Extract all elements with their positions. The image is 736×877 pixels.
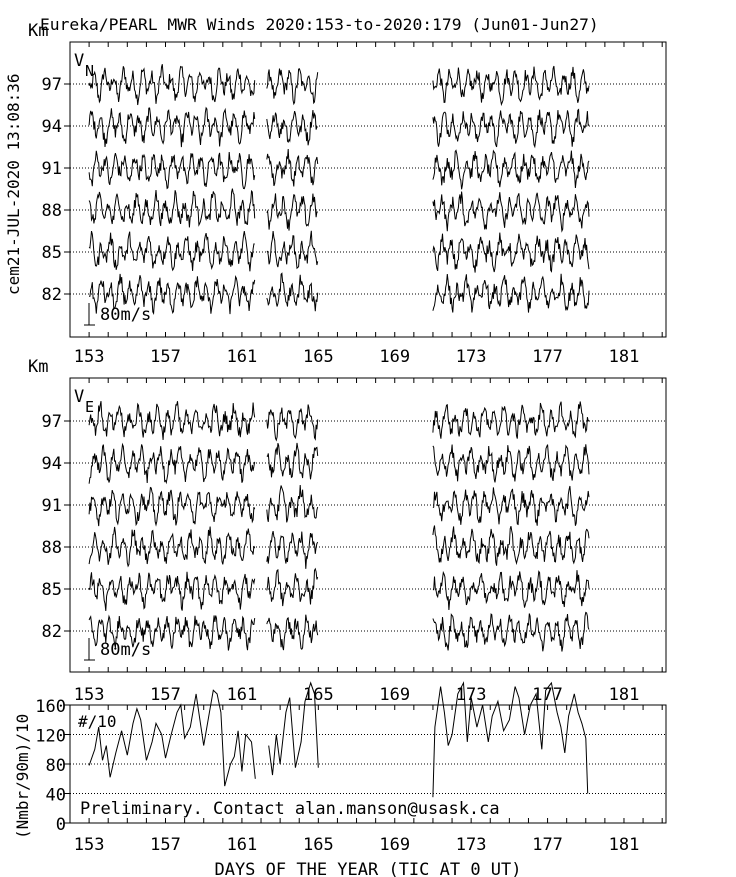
wind-trace-91km bbox=[266, 148, 319, 187]
chart-title: Eureka/PEARL MWR Winds 2020:153-to-2020:… bbox=[40, 15, 599, 34]
x-tick-label: 157 bbox=[150, 835, 181, 855]
altitude-label: 85 bbox=[42, 580, 62, 600]
wind-trace-91km bbox=[432, 485, 590, 526]
x-tick-label: 165 bbox=[303, 347, 334, 367]
scale-bar-label: 80m/s bbox=[100, 640, 151, 660]
altitude-label: 91 bbox=[42, 496, 62, 516]
wind-trace-94km bbox=[432, 444, 590, 483]
wind-trace-94km bbox=[432, 108, 590, 149]
wind-trace-91km bbox=[88, 486, 256, 527]
wind-trace-82km bbox=[432, 611, 590, 652]
x-tick-label: 157 bbox=[150, 685, 181, 705]
wind-trace-91km bbox=[432, 149, 590, 190]
x-tick-label: 161 bbox=[227, 347, 258, 367]
wind-trace-82km bbox=[89, 273, 256, 316]
x-tick-label: 169 bbox=[379, 685, 410, 705]
wind-trace-85km bbox=[88, 230, 255, 272]
wind-trace-88km bbox=[266, 530, 319, 569]
wind-trace-85km bbox=[88, 571, 256, 611]
scale-bar-label: 80m/s bbox=[100, 305, 151, 325]
plot-frame bbox=[69, 41, 667, 338]
y-tick-label: 80 bbox=[46, 756, 66, 776]
altitude-label: 88 bbox=[42, 538, 62, 558]
wind-trace-88km bbox=[88, 188, 256, 228]
x-tick-label: 181 bbox=[609, 347, 640, 367]
wind-trace-88km bbox=[432, 191, 590, 233]
x-tick-label: 169 bbox=[379, 835, 410, 855]
altitude-label: 97 bbox=[42, 75, 62, 95]
x-tick-label: 153 bbox=[74, 835, 105, 855]
plot-frame bbox=[69, 377, 667, 673]
wind-trace-82km bbox=[266, 272, 319, 312]
wind-trace-82km bbox=[266, 614, 319, 651]
x-tick-label: 153 bbox=[74, 685, 105, 705]
panel-label-count: #/10 bbox=[78, 712, 117, 731]
wind-trace-97km bbox=[88, 401, 256, 440]
altitude-label: 94 bbox=[42, 117, 62, 137]
x-tick-label: 161 bbox=[227, 685, 258, 705]
x-tick-label: 157 bbox=[150, 347, 181, 367]
wind-trace-82km bbox=[88, 614, 256, 651]
x-tick-label: 181 bbox=[609, 685, 640, 705]
x-axis-label: DAYS OF THE YEAR (TIC AT 0 UT) bbox=[214, 860, 521, 877]
wind-trace-85km bbox=[432, 232, 590, 273]
altitude-label: 94 bbox=[42, 454, 62, 474]
x-tick-label: 173 bbox=[456, 347, 487, 367]
wind-trace-94km bbox=[266, 442, 319, 480]
x-tick-label: 177 bbox=[532, 347, 563, 367]
wind-trace-85km bbox=[266, 567, 319, 607]
x-tick-label: 165 bbox=[303, 685, 334, 705]
wind-trace-82km bbox=[432, 273, 590, 313]
wind-trace-88km bbox=[266, 193, 318, 231]
x-tick-label: 177 bbox=[532, 685, 563, 705]
y-tick-label: 40 bbox=[46, 786, 66, 806]
wind-trace-97km bbox=[432, 65, 590, 107]
y-axis-label: (Nmbr/90m)/10 bbox=[13, 714, 32, 839]
altitude-label: 85 bbox=[42, 243, 62, 263]
x-tick-label: 181 bbox=[609, 835, 640, 855]
altitude-label: 82 bbox=[42, 622, 62, 642]
wind-trace-94km bbox=[266, 109, 318, 146]
y-tick-label: 160 bbox=[35, 697, 66, 717]
wind-trace-88km bbox=[88, 526, 256, 568]
x-tick-label: 161 bbox=[227, 835, 258, 855]
altitude-label: 97 bbox=[42, 412, 62, 432]
count-series-line bbox=[432, 681, 589, 798]
y-axis-unit-label: Km bbox=[28, 357, 48, 377]
panel-label-subscript: N bbox=[85, 62, 94, 80]
altitude-label: 91 bbox=[42, 159, 62, 179]
count-series-line bbox=[88, 689, 256, 787]
wind-trace-91km bbox=[266, 484, 319, 523]
x-tick-label: 177 bbox=[532, 835, 563, 855]
panel-label-subscript: E bbox=[85, 398, 94, 416]
wind-trace-94km bbox=[88, 106, 256, 148]
altitude-label: 88 bbox=[42, 201, 62, 221]
annotation-contact: Preliminary. Contact alan.manson@usask.c… bbox=[80, 799, 500, 819]
wind-trace-97km bbox=[88, 64, 256, 106]
panel-label-v: V bbox=[74, 51, 84, 71]
altitude-label: 82 bbox=[42, 285, 62, 305]
x-tick-label: 165 bbox=[303, 835, 334, 855]
wind-trace-85km bbox=[266, 230, 319, 270]
x-tick-label: 169 bbox=[379, 347, 410, 367]
y-tick-label: 0 bbox=[56, 815, 66, 835]
x-tick-label: 173 bbox=[456, 835, 487, 855]
y-tick-label: 120 bbox=[35, 727, 66, 747]
wind-trace-97km bbox=[432, 401, 590, 439]
count-series-line bbox=[268, 681, 319, 776]
wind-trace-94km bbox=[88, 442, 256, 485]
wind-trace-91km bbox=[88, 150, 256, 190]
wind-trace-88km bbox=[432, 525, 590, 566]
y-axis-unit-label: Km bbox=[28, 21, 48, 41]
wind-trace-85km bbox=[432, 570, 590, 611]
wind-trace-97km bbox=[266, 68, 319, 106]
panel-label-v: V bbox=[74, 387, 84, 407]
side-timestamp: cem21-JUL-2020 13:08:36 bbox=[4, 73, 23, 295]
x-tick-label: 153 bbox=[74, 347, 105, 367]
wind-trace-97km bbox=[266, 404, 319, 442]
